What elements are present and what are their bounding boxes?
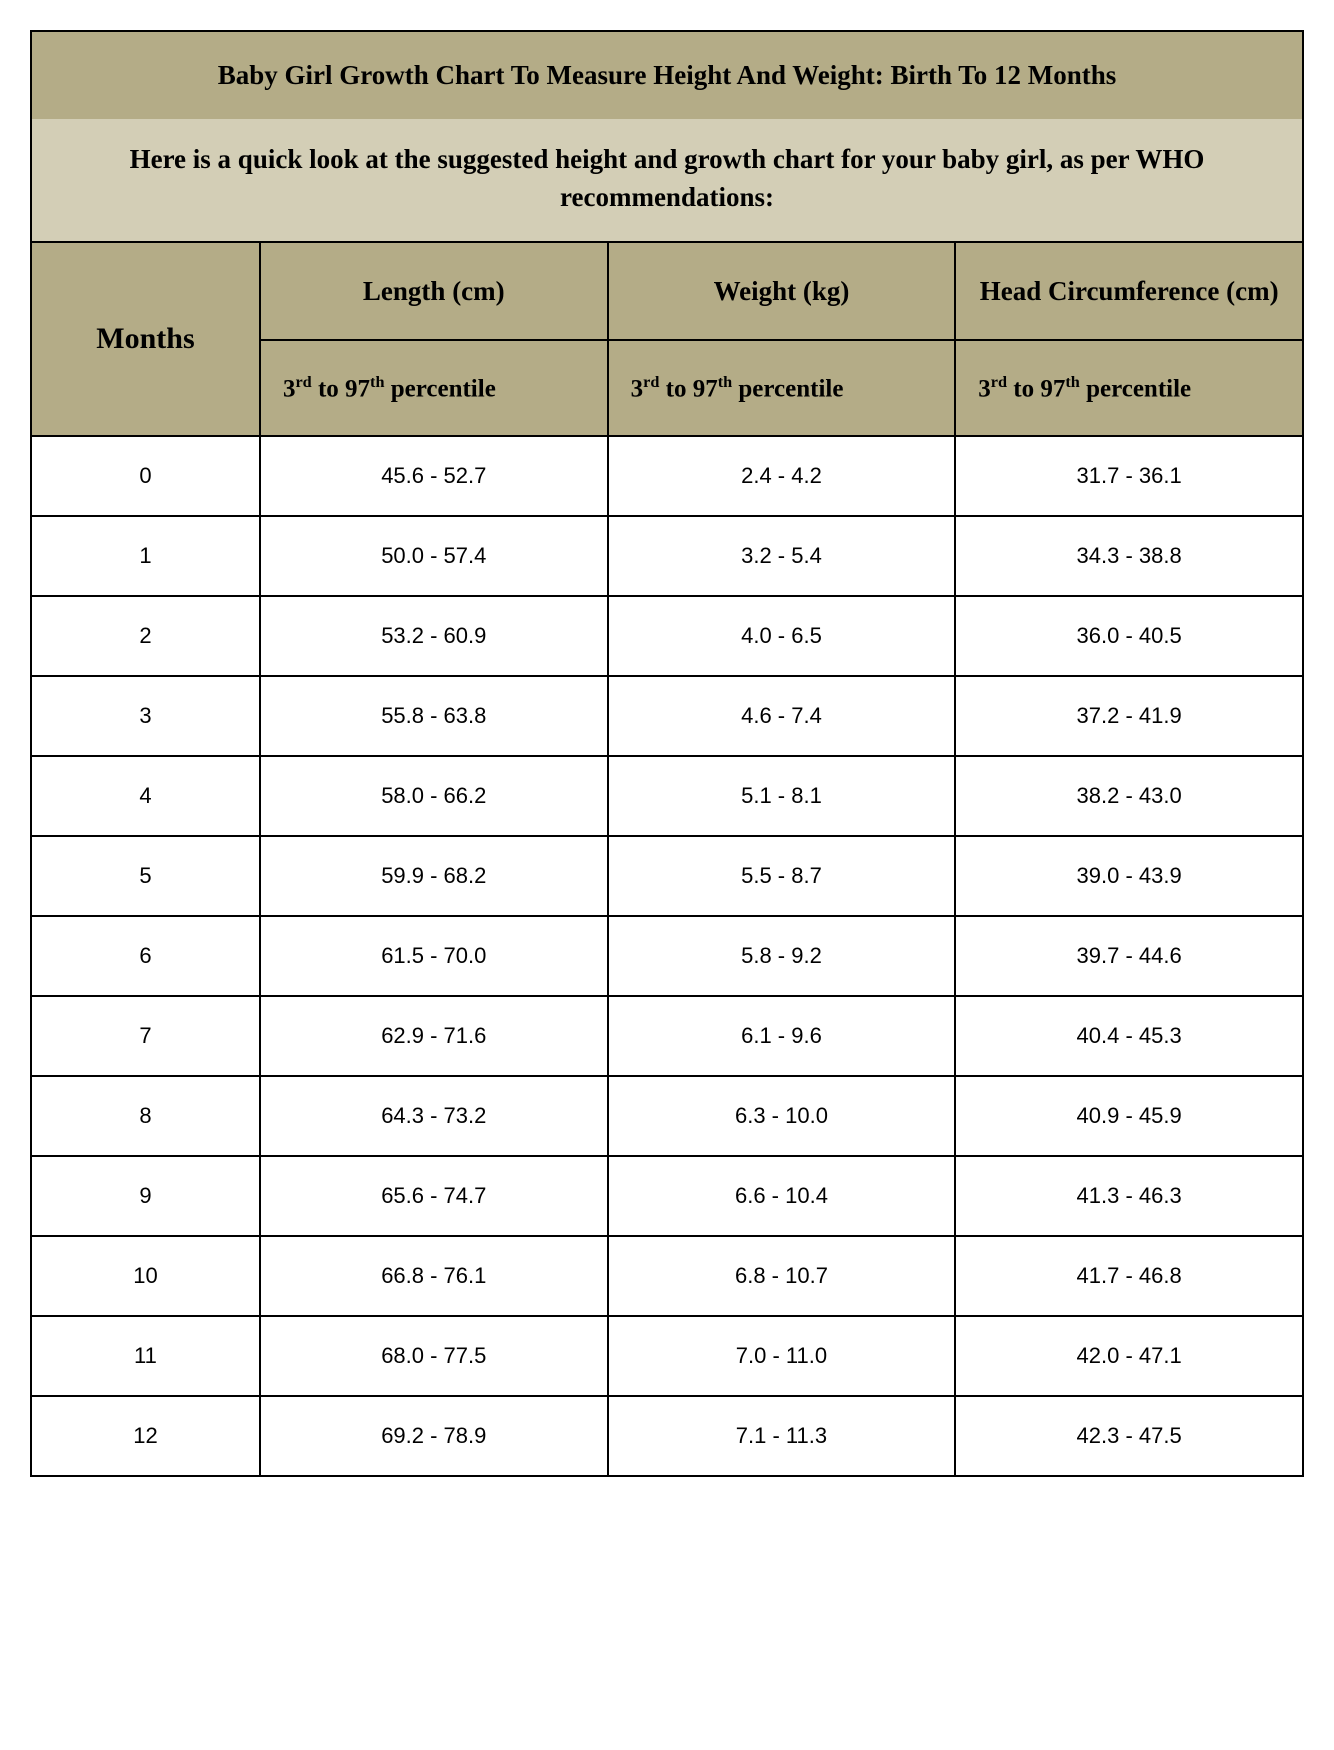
- cell-month: 8: [31, 1076, 260, 1156]
- cell-weight: 5.5 - 8.7: [608, 836, 956, 916]
- cell-month: 9: [31, 1156, 260, 1236]
- cell-head: 34.3 - 38.8: [955, 516, 1303, 596]
- table-row: 559.9 - 68.25.5 - 8.739.0 - 43.9: [31, 836, 1303, 916]
- table-row: 253.2 - 60.94.0 - 6.536.0 - 40.5: [31, 596, 1303, 676]
- cell-weight: 6.3 - 10.0: [608, 1076, 956, 1156]
- cell-weight: 6.1 - 9.6: [608, 996, 956, 1076]
- cell-length: 58.0 - 66.2: [260, 756, 608, 836]
- cell-weight: 7.0 - 11.0: [608, 1316, 956, 1396]
- cell-month: 6: [31, 916, 260, 996]
- table-row: 1269.2 - 78.97.1 - 11.342.3 - 47.5: [31, 1396, 1303, 1476]
- cell-length: 50.0 - 57.4: [260, 516, 608, 596]
- cell-length: 64.3 - 73.2: [260, 1076, 608, 1156]
- table-row: 355.8 - 63.84.6 - 7.437.2 - 41.9: [31, 676, 1303, 756]
- cell-head: 39.0 - 43.9: [955, 836, 1303, 916]
- page: Baby Girl Growth Chart To Measure Height…: [0, 0, 1334, 1517]
- cell-month: 7: [31, 996, 260, 1076]
- cell-weight: 2.4 - 4.2: [608, 436, 956, 516]
- cell-head: 39.7 - 44.6: [955, 916, 1303, 996]
- cell-head: 40.4 - 45.3: [955, 996, 1303, 1076]
- cell-head: 36.0 - 40.5: [955, 596, 1303, 676]
- col-subheader-percentile-head: 3rd to 97th percentile: [955, 340, 1303, 436]
- cell-head: 42.3 - 47.5: [955, 1396, 1303, 1476]
- cell-head: 42.0 - 47.1: [955, 1316, 1303, 1396]
- cell-length: 55.8 - 63.8: [260, 676, 608, 756]
- cell-month: 12: [31, 1396, 260, 1476]
- cell-weight: 7.1 - 11.3: [608, 1396, 956, 1476]
- table-row: 661.5 - 70.05.8 - 9.239.7 - 44.6: [31, 916, 1303, 996]
- cell-length: 69.2 - 78.9: [260, 1396, 608, 1476]
- cell-month: 11: [31, 1316, 260, 1396]
- cell-weight: 3.2 - 5.4: [608, 516, 956, 596]
- cell-month: 10: [31, 1236, 260, 1316]
- cell-head: 31.7 - 36.1: [955, 436, 1303, 516]
- cell-month: 4: [31, 756, 260, 836]
- col-header-months: Months: [31, 242, 260, 437]
- table-row: 045.6 - 52.72.4 - 4.231.7 - 36.1: [31, 436, 1303, 516]
- cell-head: 38.2 - 43.0: [955, 756, 1303, 836]
- cell-weight: 5.8 - 9.2: [608, 916, 956, 996]
- col-header-weight: Weight (kg): [608, 242, 956, 340]
- table-subtitle: Here is a quick look at the suggested he…: [31, 119, 1303, 242]
- col-header-head: Head Circumference (cm): [955, 242, 1303, 340]
- cell-length: 66.8 - 76.1: [260, 1236, 608, 1316]
- cell-head: 37.2 - 41.9: [955, 676, 1303, 756]
- table-row: 150.0 - 57.43.2 - 5.434.3 - 38.8: [31, 516, 1303, 596]
- cell-length: 65.6 - 74.7: [260, 1156, 608, 1236]
- table-title: Baby Girl Growth Chart To Measure Height…: [31, 31, 1303, 119]
- col-subheader-percentile-weight: 3rd to 97th percentile: [608, 340, 956, 436]
- table-row: 1066.8 - 76.16.8 - 10.741.7 - 46.8: [31, 1236, 1303, 1316]
- cell-weight: 5.1 - 8.1: [608, 756, 956, 836]
- cell-length: 45.6 - 52.7: [260, 436, 608, 516]
- cell-weight: 4.0 - 6.5: [608, 596, 956, 676]
- cell-month: 1: [31, 516, 260, 596]
- table-row: 864.3 - 73.26.3 - 10.040.9 - 45.9: [31, 1076, 1303, 1156]
- table-row: 1168.0 - 77.57.0 - 11.042.0 - 47.1: [31, 1316, 1303, 1396]
- cell-length: 61.5 - 70.0: [260, 916, 608, 996]
- cell-month: 0: [31, 436, 260, 516]
- cell-head: 41.3 - 46.3: [955, 1156, 1303, 1236]
- cell-weight: 6.8 - 10.7: [608, 1236, 956, 1316]
- cell-weight: 4.6 - 7.4: [608, 676, 956, 756]
- cell-month: 5: [31, 836, 260, 916]
- cell-month: 2: [31, 596, 260, 676]
- cell-length: 59.9 - 68.2: [260, 836, 608, 916]
- table-row: 762.9 - 71.66.1 - 9.640.4 - 45.3: [31, 996, 1303, 1076]
- cell-head: 40.9 - 45.9: [955, 1076, 1303, 1156]
- cell-length: 53.2 - 60.9: [260, 596, 608, 676]
- cell-head: 41.7 - 46.8: [955, 1236, 1303, 1316]
- cell-month: 3: [31, 676, 260, 756]
- cell-length: 62.9 - 71.6: [260, 996, 608, 1076]
- table-row: 458.0 - 66.25.1 - 8.138.2 - 43.0: [31, 756, 1303, 836]
- col-subheader-percentile-length: 3rd to 97th percentile: [260, 340, 608, 436]
- table-row: 965.6 - 74.76.6 - 10.441.3 - 46.3: [31, 1156, 1303, 1236]
- col-header-length: Length (cm): [260, 242, 608, 340]
- growth-chart-table: Baby Girl Growth Chart To Measure Height…: [30, 30, 1304, 1477]
- cell-weight: 6.6 - 10.4: [608, 1156, 956, 1236]
- cell-length: 68.0 - 77.5: [260, 1316, 608, 1396]
